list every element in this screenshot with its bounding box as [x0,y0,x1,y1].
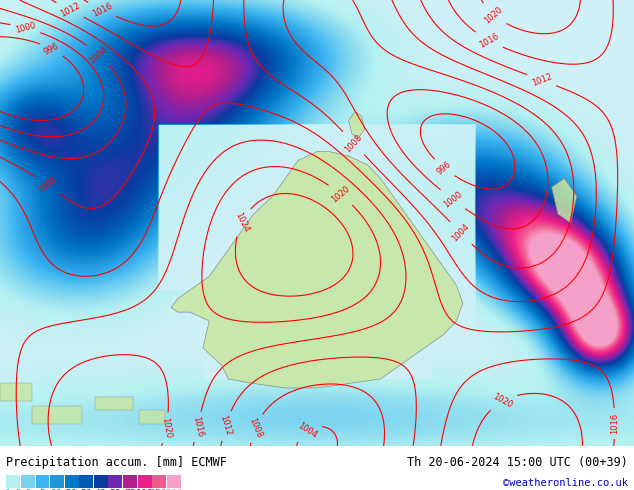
Bar [94,474,108,488]
Text: 1012: 1012 [530,72,553,88]
Text: 1016: 1016 [91,1,113,19]
Text: 1008: 1008 [247,416,264,440]
Text: 50: 50 [110,489,121,490]
Bar [108,474,122,488]
Text: 40: 40 [95,489,107,490]
Text: 1020: 1020 [330,184,352,205]
Text: 0.5: 0.5 [4,489,22,490]
Text: 20: 20 [66,489,77,490]
Text: 1008: 1008 [37,175,59,195]
Bar [36,474,49,488]
Polygon shape [171,151,463,388]
Bar [167,474,181,488]
Text: 1020: 1020 [483,4,505,25]
Bar [21,474,35,488]
Bar [123,474,137,488]
Polygon shape [349,112,365,138]
Text: 996: 996 [435,160,453,176]
Text: 1012: 1012 [59,1,82,19]
Text: 2: 2 [25,489,31,490]
Bar [95,397,133,410]
Text: 1024: 1024 [233,211,251,233]
Text: 150: 150 [150,489,168,490]
Text: 1000: 1000 [14,21,37,35]
Text: 1000: 1000 [441,190,463,209]
Text: 1016: 1016 [191,416,204,438]
Text: 1004: 1004 [450,222,472,244]
Polygon shape [552,178,577,223]
Text: Th 20-06-2024 15:00 UTC (00+39): Th 20-06-2024 15:00 UTC (00+39) [407,456,628,468]
Text: ©weatheronline.co.uk: ©weatheronline.co.uk [503,478,628,489]
Bar [79,474,93,488]
Bar [50,474,64,488]
Text: 1008: 1008 [343,132,364,154]
Bar [6,474,20,488]
Text: 1004: 1004 [88,45,110,65]
Text: 200: 200 [165,489,183,490]
Text: 5: 5 [39,489,46,490]
Text: 1012: 1012 [218,415,233,437]
Bar [152,474,166,488]
Bar [139,410,165,423]
Text: 1020: 1020 [160,417,172,439]
Bar [32,406,82,423]
Text: 30: 30 [81,489,92,490]
Text: 996: 996 [42,42,61,57]
Bar [65,474,79,488]
Bar [138,474,152,488]
Text: 1020: 1020 [491,392,514,410]
Text: 100: 100 [136,489,153,490]
Text: 10: 10 [51,489,63,490]
Text: Precipitation accum. [mm] ECMWF: Precipitation accum. [mm] ECMWF [6,456,227,468]
Text: 1004: 1004 [296,421,318,440]
Text: 1016: 1016 [477,31,500,49]
Text: 1016: 1016 [610,413,619,434]
Bar [0,384,32,401]
Text: 75: 75 [124,489,136,490]
